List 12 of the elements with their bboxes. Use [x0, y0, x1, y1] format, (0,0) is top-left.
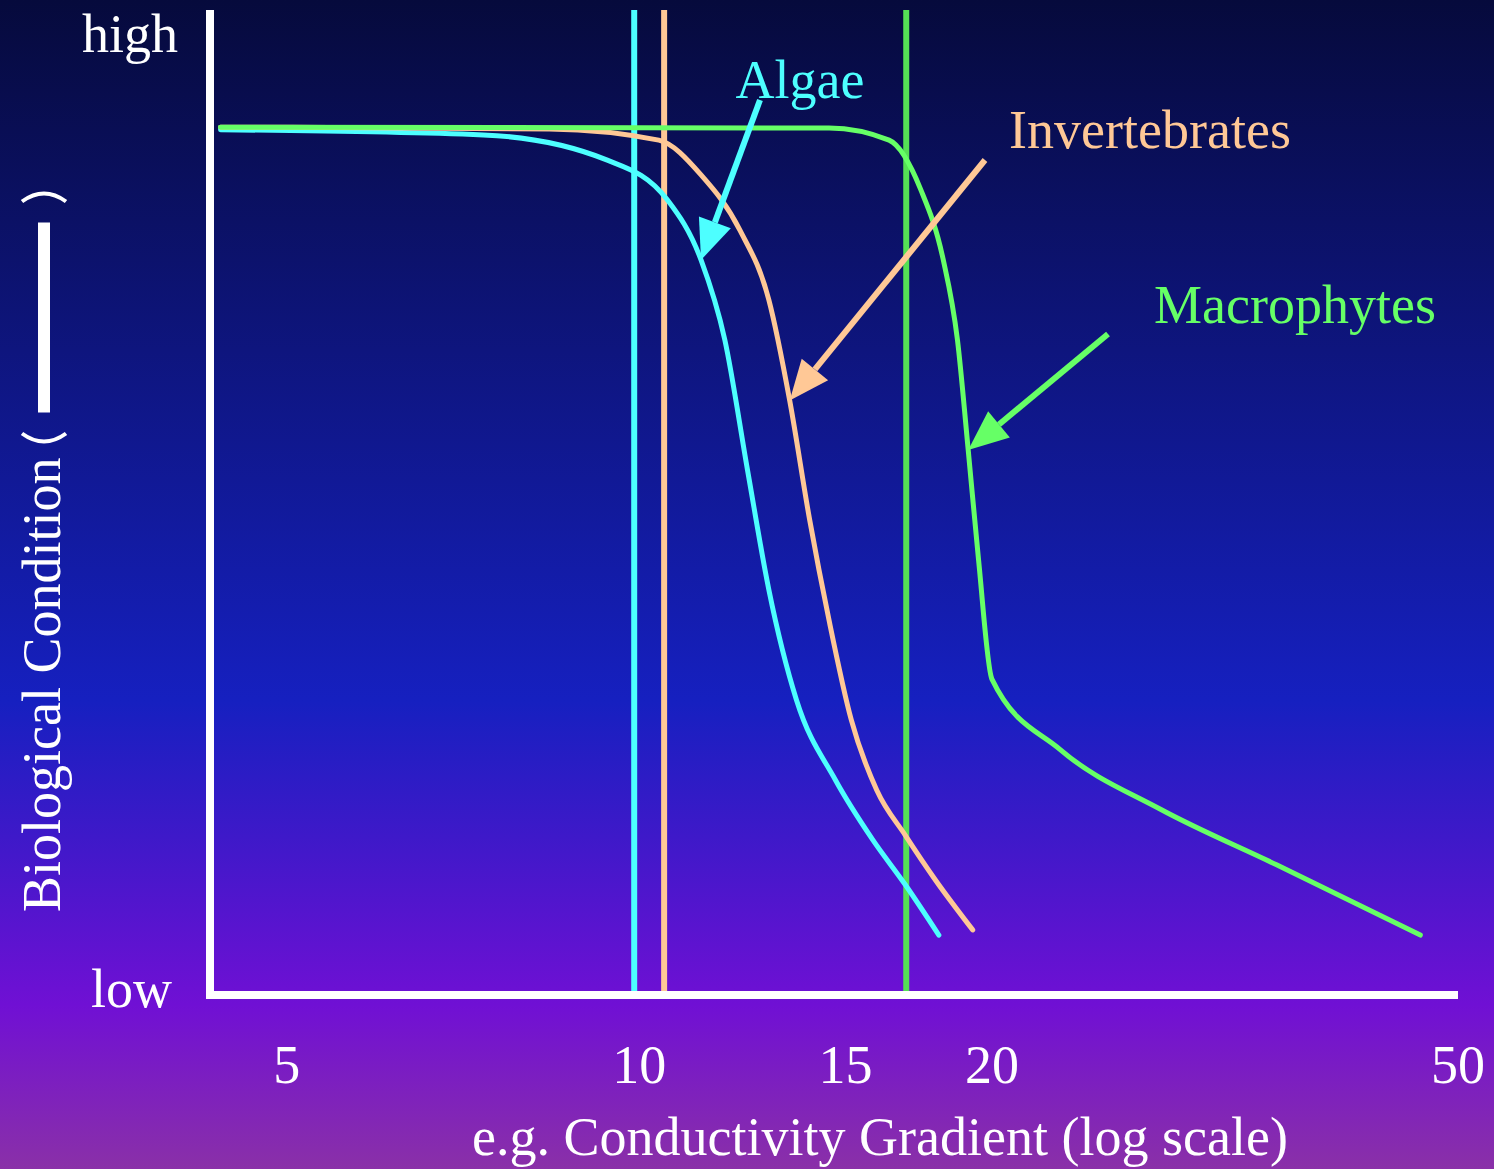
text: Algae — [735, 50, 865, 110]
x-tick-label: 50 — [1431, 1035, 1485, 1095]
x-tick-label: 5 — [273, 1035, 301, 1095]
x-tick-label: 10 — [612, 1035, 667, 1095]
text: high — [81, 4, 178, 64]
text: low — [91, 959, 172, 1019]
x-tick-label: 15 — [818, 1035, 873, 1095]
text: Invertebrates — [1009, 100, 1291, 160]
x-tick-label: 20 — [964, 1035, 1019, 1095]
x-axis-title: e.g. Conductivity Gradient (log scale) — [472, 1107, 1288, 1167]
y-axis-title: Biological Condition — [12, 457, 72, 912]
text: Macrophytes — [1154, 275, 1436, 335]
